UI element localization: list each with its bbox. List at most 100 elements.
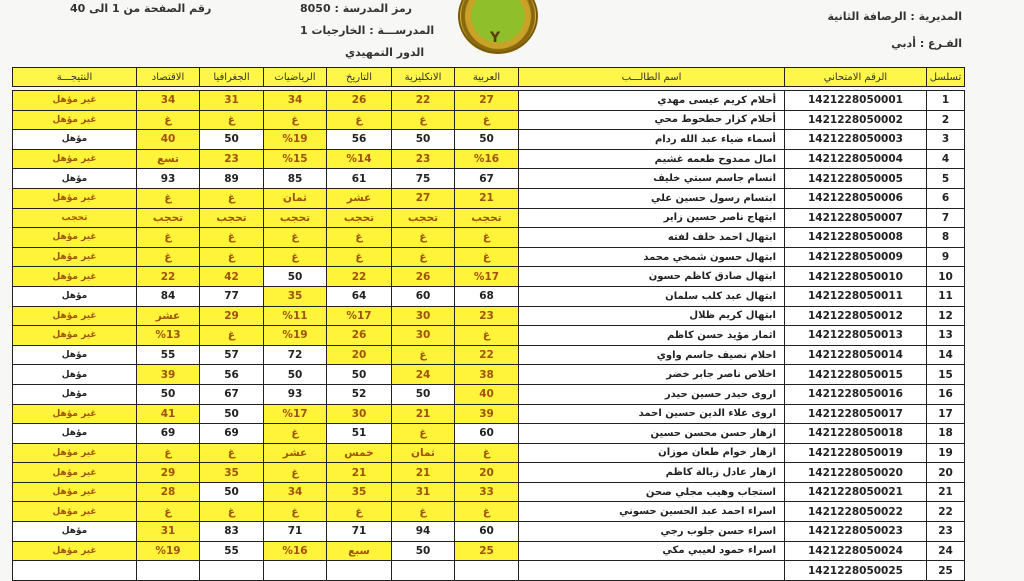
economics-score: غ xyxy=(136,227,200,248)
arabic-score: غ xyxy=(454,227,519,248)
seq-cell: 6 xyxy=(926,187,965,209)
history-score: سبع xyxy=(326,540,392,562)
student-name-cell: انسام جاسم سبتي خليف xyxy=(518,168,785,189)
history-score: 26 xyxy=(326,325,392,346)
exam-number-cell: 1421228050025 xyxy=(784,560,927,581)
arabic-score: 39 xyxy=(454,403,519,425)
student-name-cell: أحلام كريم عيسى مهدي xyxy=(518,90,785,111)
student-name-cell: استجاب وهيب مجلي صحن xyxy=(518,481,785,503)
economics-score: 28 xyxy=(136,481,200,503)
seq-cell: 14 xyxy=(926,344,965,366)
math-score xyxy=(263,560,327,581)
english-score: 50 xyxy=(391,383,455,405)
seq-cell: 19 xyxy=(926,442,965,464)
table-row: 19 1421228050019 ازهار خوام طعان موزان غ ثما… xyxy=(12,442,965,464)
geography-score: غ xyxy=(199,227,264,248)
english-score: 30 xyxy=(391,325,455,346)
english-score: 50 xyxy=(391,540,455,562)
geography-score: 57 xyxy=(199,344,264,366)
economics-score: 50 xyxy=(136,383,200,405)
english-score: 23 xyxy=(391,148,455,170)
result-cell: غير مؤهل xyxy=(12,187,137,209)
student-name-cell: ابتهال صادق كاظم حسون xyxy=(518,266,785,287)
result-cell: غير مؤهل xyxy=(12,540,137,562)
history-score: خمس xyxy=(326,442,392,464)
exam-number-cell: 1421228050011 xyxy=(784,285,927,307)
exam-number-cell: 1421228050019 xyxy=(784,442,927,464)
english-score: تحجب xyxy=(391,207,455,229)
result-cell: غير مؤهل xyxy=(12,481,137,503)
history-score: 22 xyxy=(326,266,392,287)
student-name-cell: ابتهال كريم ظلال xyxy=(518,305,785,327)
history-score: 71 xyxy=(326,521,392,542)
arabic-score xyxy=(454,560,519,581)
arabic-score: %17 xyxy=(454,266,519,287)
result-cell: غير مؤهل xyxy=(12,90,137,111)
economics-score: عشر xyxy=(136,305,200,327)
history-score: 56 xyxy=(326,129,392,150)
school-row: المدرســـة : الخارجيات 1 xyxy=(300,24,434,37)
math-score: 71 xyxy=(263,521,327,542)
seq-cell: 2 xyxy=(926,109,965,131)
table-row: 8 1421228050008 ابتهال احمد خلف لفته غ غ غ غ غ غ… xyxy=(12,227,965,248)
history-score: %17 xyxy=(326,305,392,327)
geography-score: غ xyxy=(199,442,264,464)
table-row: 20 1421228050020 ازهار عادل زبالة كاظم 20 21… xyxy=(12,462,965,483)
geography-score: غ xyxy=(199,109,264,131)
student-name-cell: اسراء حمود لعيبي مكي xyxy=(518,540,785,562)
english-score: ثمان xyxy=(391,442,455,464)
economics-score: تحجب xyxy=(136,207,200,229)
economics-score: 41 xyxy=(136,403,200,425)
ministry-logo: Y xyxy=(458,0,538,54)
school-code-row: رمز المدرسة : 8050 xyxy=(300,2,412,15)
student-name-cell: أحلام كزار حطحوط محي xyxy=(518,109,785,131)
economics-score: 84 xyxy=(136,285,200,307)
table-row: 14 1421228050014 احلام نصيف جاسم واوي 22 غ 20… xyxy=(12,344,965,366)
arabic-score: 20 xyxy=(454,462,519,483)
exam-number-cell: 1421228050010 xyxy=(784,266,927,287)
exam-number-cell: 1421228050023 xyxy=(784,521,927,542)
seq-cell: 16 xyxy=(926,383,965,405)
history-score: غ xyxy=(326,227,392,248)
economics-score: 93 xyxy=(136,168,200,189)
geography-score: 50 xyxy=(199,129,264,150)
student-name-cell: ابتهال احمد خلف لفته xyxy=(518,227,785,248)
seq-cell: 22 xyxy=(926,501,965,523)
english-score: 22 xyxy=(391,90,455,111)
english-score: غ xyxy=(391,109,455,131)
table-row: 25 1421228050025 xyxy=(12,560,965,581)
seq-cell: 10 xyxy=(926,266,965,287)
arabic-score: 40 xyxy=(454,383,519,405)
geography-score: 67 xyxy=(199,383,264,405)
english-score: غ xyxy=(391,501,455,523)
history-score xyxy=(326,560,392,581)
table-row: 13 1421228050013 اثمار مؤيد حسن كاظم غ 30 26%… xyxy=(12,325,965,346)
history-score: 52 xyxy=(326,383,392,405)
arabic-score: 23 xyxy=(454,305,519,327)
exam-number-cell: 1421228050006 xyxy=(784,187,927,209)
student-name-cell xyxy=(518,560,785,581)
geography-score: 77 xyxy=(199,285,264,307)
history-score: 50 xyxy=(326,364,392,385)
student-name-cell: اثمار مؤيد حسن كاظم xyxy=(518,325,785,346)
geography-score: 29 xyxy=(199,305,264,327)
result-cell: غير مؤهل xyxy=(12,148,137,170)
result-cell: غير مؤهل xyxy=(12,442,137,464)
history-score: 20 xyxy=(326,344,392,366)
col-seq: تسلسل xyxy=(926,67,965,87)
result-cell: مؤهل xyxy=(12,168,137,189)
col-geography: الجغرافيا xyxy=(199,67,264,87)
exam-number-cell: 1421228050005 xyxy=(784,168,927,189)
math-score: 50 xyxy=(263,266,327,287)
math-score: %19 xyxy=(263,325,327,346)
english-score: 31 xyxy=(391,481,455,503)
seq-cell: 23 xyxy=(926,521,965,542)
result-cell: غير مؤهل xyxy=(12,227,137,248)
economics-score xyxy=(136,560,200,581)
result-cell: غير مؤهل xyxy=(12,305,137,327)
math-score: غ xyxy=(263,109,327,131)
seq-cell: 7 xyxy=(926,207,965,229)
english-score: 24 xyxy=(391,364,455,385)
english-score: 21 xyxy=(391,403,455,425)
exam-number-cell: 1421228050003 xyxy=(784,129,927,150)
